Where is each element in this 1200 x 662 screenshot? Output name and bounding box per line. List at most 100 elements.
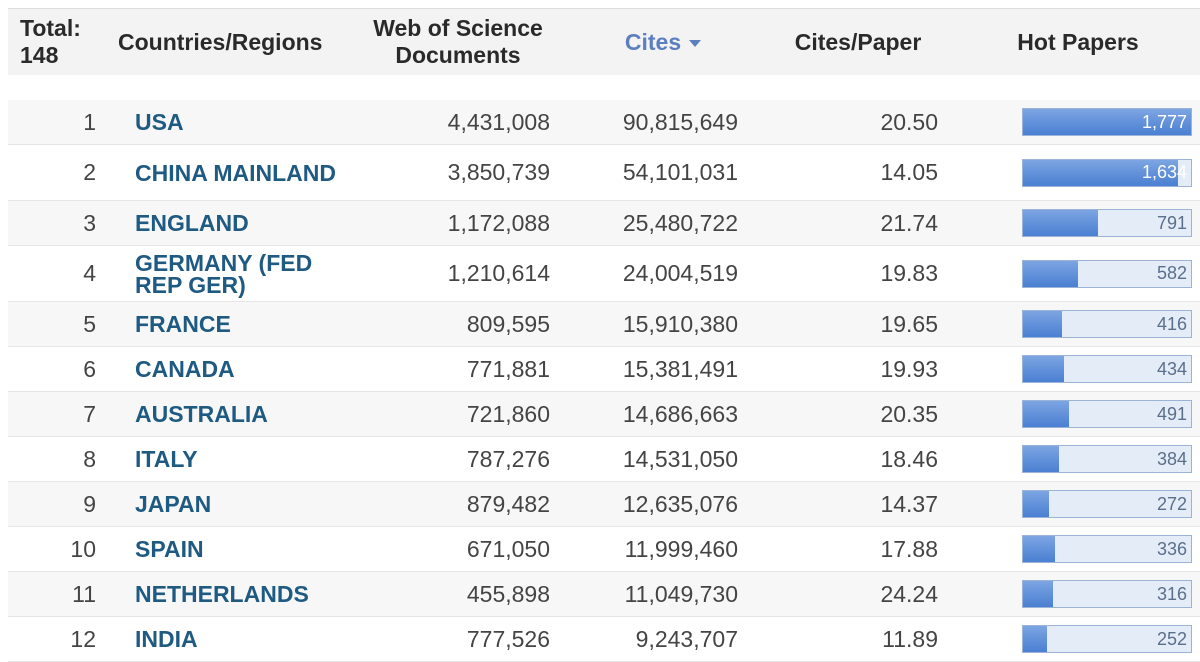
documents-cell: 809,595 bbox=[466, 310, 550, 337]
column-header-hot-papers[interactable]: Hot Papers bbox=[1017, 28, 1139, 55]
table-body: 1 USA 4,431,008 90,815,649 20.50 1,777 2… bbox=[8, 100, 1200, 662]
cites-cell: 14,686,663 bbox=[622, 400, 738, 427]
cites-per-paper-cell: 17.88 bbox=[880, 535, 938, 562]
rank-cell: 1 bbox=[83, 108, 96, 135]
documents-header-line1: Web of Science bbox=[373, 15, 543, 41]
cites-per-paper-cell: 19.93 bbox=[880, 355, 938, 382]
table-row: 2 CHINA MAINLAND 3,850,739 54,101,031 14… bbox=[8, 145, 1200, 201]
hot-papers-value: 1,777 bbox=[1141, 111, 1187, 132]
hot-papers-cell[interactable]: 316 bbox=[1022, 572, 1194, 616]
cites-per-paper-cell: 20.35 bbox=[880, 400, 938, 427]
column-header-cites-per-paper[interactable]: Cites/Paper bbox=[794, 28, 922, 55]
hot-papers-bar[interactable]: 791 bbox=[1022, 209, 1192, 237]
total-count-header: Total: 148 bbox=[20, 9, 110, 75]
hot-papers-bar[interactable]: 416 bbox=[1022, 310, 1192, 338]
hot-papers-bar-fill bbox=[1023, 311, 1063, 337]
documents-cell: 777,526 bbox=[466, 625, 550, 652]
sort-descending-icon[interactable] bbox=[689, 39, 702, 47]
hot-papers-cell[interactable]: 582 bbox=[1022, 246, 1194, 301]
table-row: 7 AUSTRALIA 721,860 14,686,663 20.35 491 bbox=[8, 392, 1200, 437]
hot-papers-bar-fill bbox=[1023, 581, 1053, 607]
country-link[interactable]: JAPAN bbox=[135, 491, 212, 517]
cites-cell: 25,480,722 bbox=[622, 209, 738, 236]
rank-cell: 12 bbox=[70, 625, 96, 652]
hot-papers-bar-fill bbox=[1023, 626, 1047, 652]
rank-cell: 5 bbox=[83, 310, 96, 337]
country-link[interactable]: AUSTRALIA bbox=[135, 401, 268, 427]
country-link[interactable]: GERMANY (FED REP GER) bbox=[135, 249, 313, 298]
hot-papers-bar[interactable]: 272 bbox=[1022, 490, 1192, 518]
documents-cell: 455,898 bbox=[466, 580, 550, 607]
hot-papers-bar-fill bbox=[1023, 260, 1079, 287]
hot-papers-cell[interactable]: 1,634 bbox=[1022, 145, 1194, 200]
column-header-cites[interactable]: Cites bbox=[568, 9, 758, 75]
country-link[interactable]: CANADA bbox=[135, 356, 235, 382]
hot-papers-cell[interactable]: 416 bbox=[1022, 302, 1194, 346]
cites-cell: 15,910,380 bbox=[622, 310, 738, 337]
table-row: 1 USA 4,431,008 90,815,649 20.50 1,777 bbox=[8, 100, 1200, 145]
cites-per-paper-cell: 11.89 bbox=[882, 625, 938, 652]
hot-papers-value: 336 bbox=[1156, 538, 1187, 559]
cites-cell: 12,635,076 bbox=[622, 490, 738, 517]
hot-papers-cell[interactable]: 384 bbox=[1022, 437, 1194, 481]
hot-papers-bar[interactable]: 1,634 bbox=[1022, 158, 1192, 187]
country-link[interactable]: ENGLAND bbox=[135, 210, 249, 236]
country-link[interactable]: CHINA MAINLAND bbox=[135, 159, 337, 186]
column-header-documents[interactable]: Web of Science Documents bbox=[348, 9, 568, 75]
table-row: 6 CANADA 771,881 15,381,491 19.93 434 bbox=[8, 347, 1200, 392]
hot-papers-cell[interactable]: 272 bbox=[1022, 482, 1194, 526]
table-row: 12 INDIA 777,526 9,243,707 11.89 252 bbox=[8, 617, 1200, 662]
cites-cell: 54,101,031 bbox=[622, 159, 738, 185]
hot-papers-cell[interactable]: 434 bbox=[1022, 347, 1194, 391]
hot-papers-value: 582 bbox=[1156, 263, 1187, 283]
rank-cell: 6 bbox=[83, 355, 96, 382]
hot-papers-bar[interactable]: 316 bbox=[1022, 580, 1192, 608]
table-row: 4 GERMANY (FED REP GER) 1,210,614 24,004… bbox=[8, 246, 1200, 302]
hot-papers-bar[interactable]: 582 bbox=[1022, 259, 1192, 288]
cites-cell: 9,243,707 bbox=[635, 625, 738, 652]
rank-cell: 3 bbox=[83, 209, 96, 236]
country-link[interactable]: NETHERLANDS bbox=[135, 581, 309, 607]
cites-per-paper-cell: 14.37 bbox=[880, 490, 938, 517]
cites-cell: 15,381,491 bbox=[622, 355, 738, 382]
hot-papers-cell[interactable]: 1,777 bbox=[1022, 100, 1194, 144]
hot-papers-bar[interactable]: 252 bbox=[1022, 625, 1192, 653]
cites-per-paper-cell: 21.74 bbox=[880, 209, 938, 236]
country-link[interactable]: INDIA bbox=[135, 626, 198, 652]
hot-papers-bar-fill bbox=[1023, 536, 1055, 562]
rank-cell: 8 bbox=[83, 445, 96, 472]
documents-cell: 3,850,739 bbox=[447, 159, 550, 185]
table-header: Total: 148 Countries/Regions Web of Scie… bbox=[8, 8, 1200, 75]
country-link[interactable]: SPAIN bbox=[135, 536, 204, 562]
rank-cell: 7 bbox=[83, 400, 96, 427]
country-link[interactable]: USA bbox=[135, 109, 184, 135]
documents-cell: 771,881 bbox=[466, 355, 550, 382]
hot-papers-bar-fill bbox=[1023, 159, 1178, 186]
cites-cell: 11,049,730 bbox=[624, 580, 738, 607]
hot-papers-bar[interactable]: 336 bbox=[1022, 535, 1192, 563]
hot-papers-value: 434 bbox=[1156, 358, 1187, 379]
table-row: 5 FRANCE 809,595 15,910,380 19.65 416 bbox=[8, 302, 1200, 347]
hot-papers-cell[interactable]: 252 bbox=[1022, 617, 1194, 661]
hot-papers-bar[interactable]: 1,777 bbox=[1022, 108, 1192, 136]
hot-papers-value: 416 bbox=[1156, 313, 1187, 334]
hot-papers-bar[interactable]: 384 bbox=[1022, 445, 1192, 473]
country-link[interactable]: ITALY bbox=[135, 446, 198, 472]
hot-papers-cell[interactable]: 491 bbox=[1022, 392, 1194, 436]
documents-cell: 721,860 bbox=[466, 400, 550, 427]
cites-per-paper-cell: 24.24 bbox=[880, 580, 938, 607]
rank-cell: 10 bbox=[70, 535, 96, 562]
documents-cell: 1,210,614 bbox=[447, 260, 550, 286]
cites-per-paper-cell: 14.05 bbox=[880, 159, 938, 185]
country-link[interactable]: FRANCE bbox=[135, 311, 231, 337]
hot-papers-cell[interactable]: 791 bbox=[1022, 201, 1194, 245]
hot-papers-cell[interactable]: 336 bbox=[1022, 527, 1194, 571]
hot-papers-value: 272 bbox=[1156, 493, 1187, 514]
column-header-countries[interactable]: Countries/Regions bbox=[118, 28, 323, 55]
hot-papers-bar[interactable]: 434 bbox=[1022, 355, 1192, 383]
cites-cell: 11,999,460 bbox=[624, 535, 738, 562]
hot-papers-bar-fill bbox=[1023, 491, 1049, 517]
hot-papers-bar[interactable]: 491 bbox=[1022, 400, 1192, 428]
total-count: 148 bbox=[20, 42, 59, 68]
